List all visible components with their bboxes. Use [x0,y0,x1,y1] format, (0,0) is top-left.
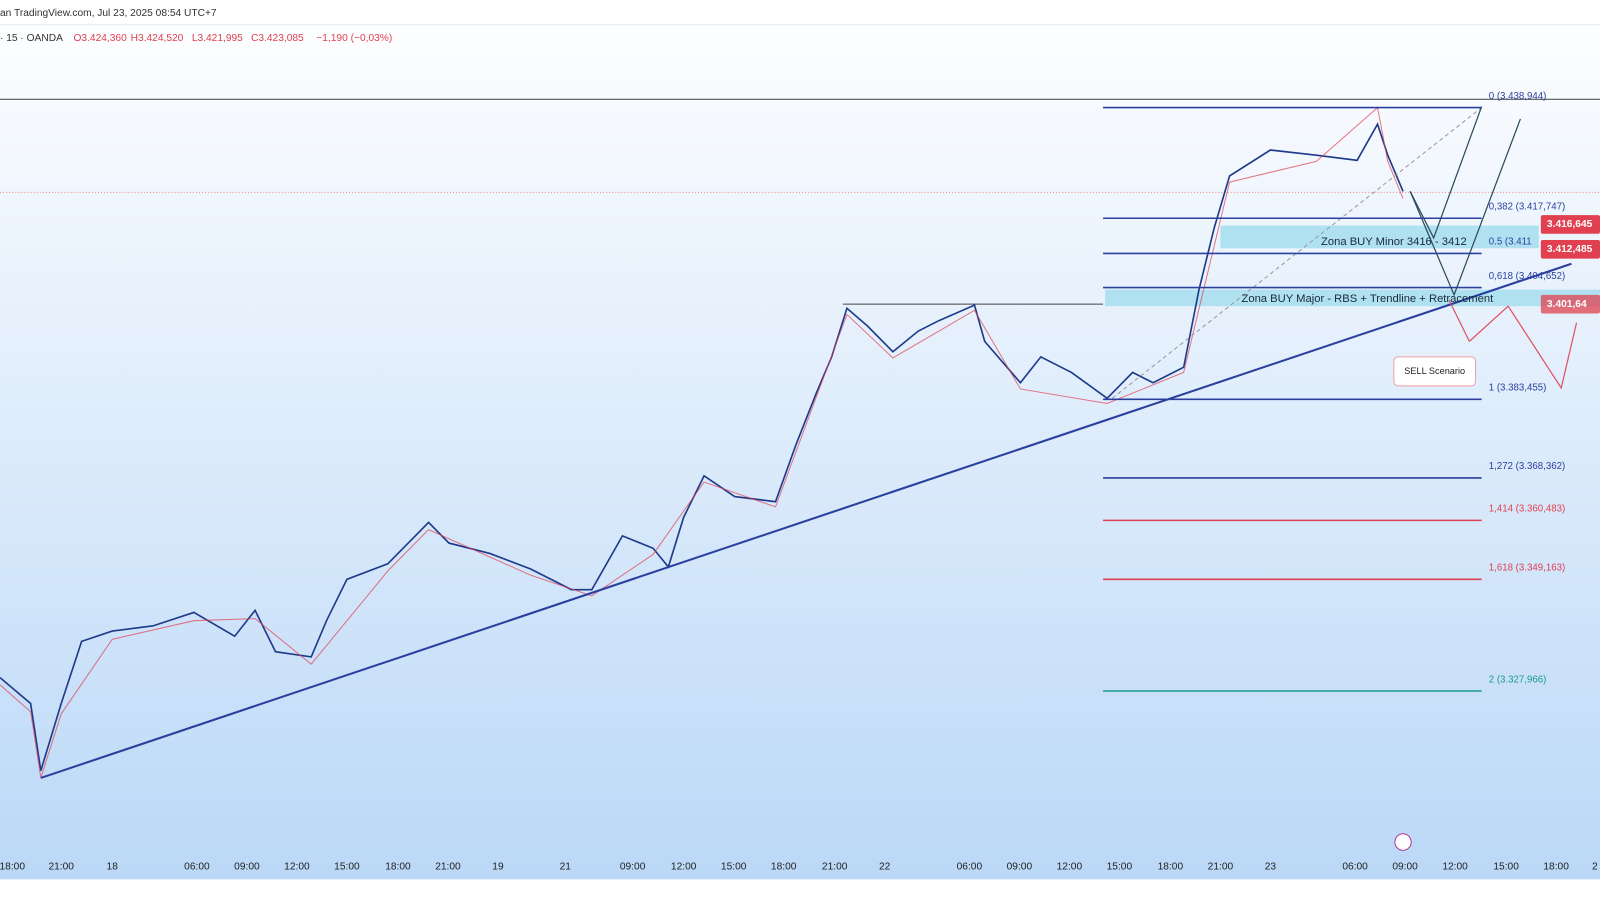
fib-levels: 0 (3.438,944) 0,382 (3.417,747) 0.5 (3.411… [1103,91,1565,692]
price-tag-text: 3.416,645 [1547,219,1593,230]
fib-diagonal [1111,107,1482,399]
fib-label: 0.5 (3.411 [1489,237,1532,248]
zone-label: Zona BUY Major - RBS + Trendline + Retra… [1241,293,1494,305]
price-path-red [0,106,1404,779]
time-label: 18:00 [1543,862,1569,873]
fib-label: 0 (3.438,944) [1489,91,1547,102]
price-tag [1540,294,1600,314]
ohlc-value: C3.423,085 [251,33,304,44]
time-label: 06:00 [184,862,210,873]
time-label: 23 [1265,862,1277,873]
time-label: 09:00 [1007,862,1033,873]
time-label: 06:00 [957,862,983,873]
symbol-text: · 15 · OANDA [0,33,63,44]
time-label: 12:00 [1442,862,1468,873]
time-label: 21:00 [435,862,461,873]
fib-label: 1,618 (3.349,163) [1489,562,1565,573]
time-label: 15:00 [721,862,747,873]
time-label: 15:00 [1493,862,1519,873]
time-label: 21:00 [822,862,848,873]
sell-arrow [1468,305,1578,390]
sell-arrow-start [1448,299,1470,342]
callout-text: SELL Scenario [1404,366,1465,376]
time-label: 18:00 [385,862,411,873]
time-label: 12:00 [1057,862,1083,873]
ohlc-value: −1,190 (−0,03%) [316,33,392,44]
callout-box [1393,356,1477,387]
time-label: 06:00 [1342,862,1368,873]
time-label: 21 [560,862,572,873]
time-label: 12:00 [671,862,697,873]
buy-arrow-major [1409,118,1521,297]
zone-label: Zona BUY Minor 3416 - 3412 [1321,236,1467,248]
trendline [40,262,1572,779]
time-label: 12:00 [284,862,310,873]
time-label: 22 [879,862,891,873]
source-text: an TradingView.com, Jul 23, 2025 08:54 U… [0,8,217,19]
fib-label: 2 (3.327,966) [1489,674,1547,685]
zone-major [1105,289,1600,307]
time-label: 18:00 [0,862,25,873]
ohlc-value: O3.424,360 [73,33,127,44]
time-label: 18:00 [771,862,797,873]
time-label: 21:00 [1208,862,1234,873]
time-label: 15:00 [1107,862,1133,873]
price-tag-text: 3.401,64 [1547,299,1587,310]
buy-arrow-minor [1409,106,1483,240]
time-label: 21:00 [48,862,74,873]
time-label: 19 [492,862,504,873]
time-label: 2 [1592,862,1598,873]
bottom-strip [0,879,1600,900]
fib-label: 0,618 (3.404,652) [1489,271,1565,282]
fib-label: 0,382 (3.417,747) [1489,201,1565,212]
time-axis: 18:00 21:00 18 06:00 09:00 12:00 15:00 18:00 21:… [0,862,1598,873]
price-tag [1540,240,1600,259]
fib-label: 1,414 (3.360,483) [1489,504,1565,515]
fib-label: 1,272 (3.368,362) [1489,461,1565,472]
time-label: 18:00 [1158,862,1184,873]
price-path [0,122,1404,771]
replay-icon[interactable] [1394,833,1412,851]
ohlc-row: O3.424,360 H3.424,520 L3.421,995 C3.423,085… [73,33,392,44]
zone-minor [1220,225,1539,249]
price-tag [1540,215,1600,234]
time-label: 18 [107,862,119,873]
price-tags: 3.416,645 3.412,485 3.401,64 [1540,215,1600,314]
time-label: 09:00 [234,862,260,873]
time-label: 15:00 [334,862,360,873]
price-tag-text: 3.412,485 [1547,244,1593,255]
time-label: 09:00 [620,862,646,873]
fib-label: 1 (3.383,455) [1489,382,1547,393]
ohlc-value: L3.421,995 [192,33,243,44]
ohlc-value: H3.424,520 [131,33,184,44]
time-label: 09:00 [1392,862,1418,873]
